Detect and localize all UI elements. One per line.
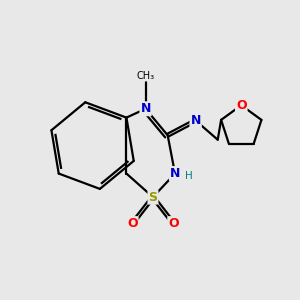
Text: O: O <box>236 99 247 112</box>
Text: CH₃: CH₃ <box>136 71 154 81</box>
Text: N: N <box>170 167 180 180</box>
Text: O: O <box>168 217 179 230</box>
Text: H: H <box>185 172 193 182</box>
Text: N: N <box>190 114 201 127</box>
Text: S: S <box>148 190 158 204</box>
Text: O: O <box>127 217 138 230</box>
Text: N: N <box>140 102 151 115</box>
